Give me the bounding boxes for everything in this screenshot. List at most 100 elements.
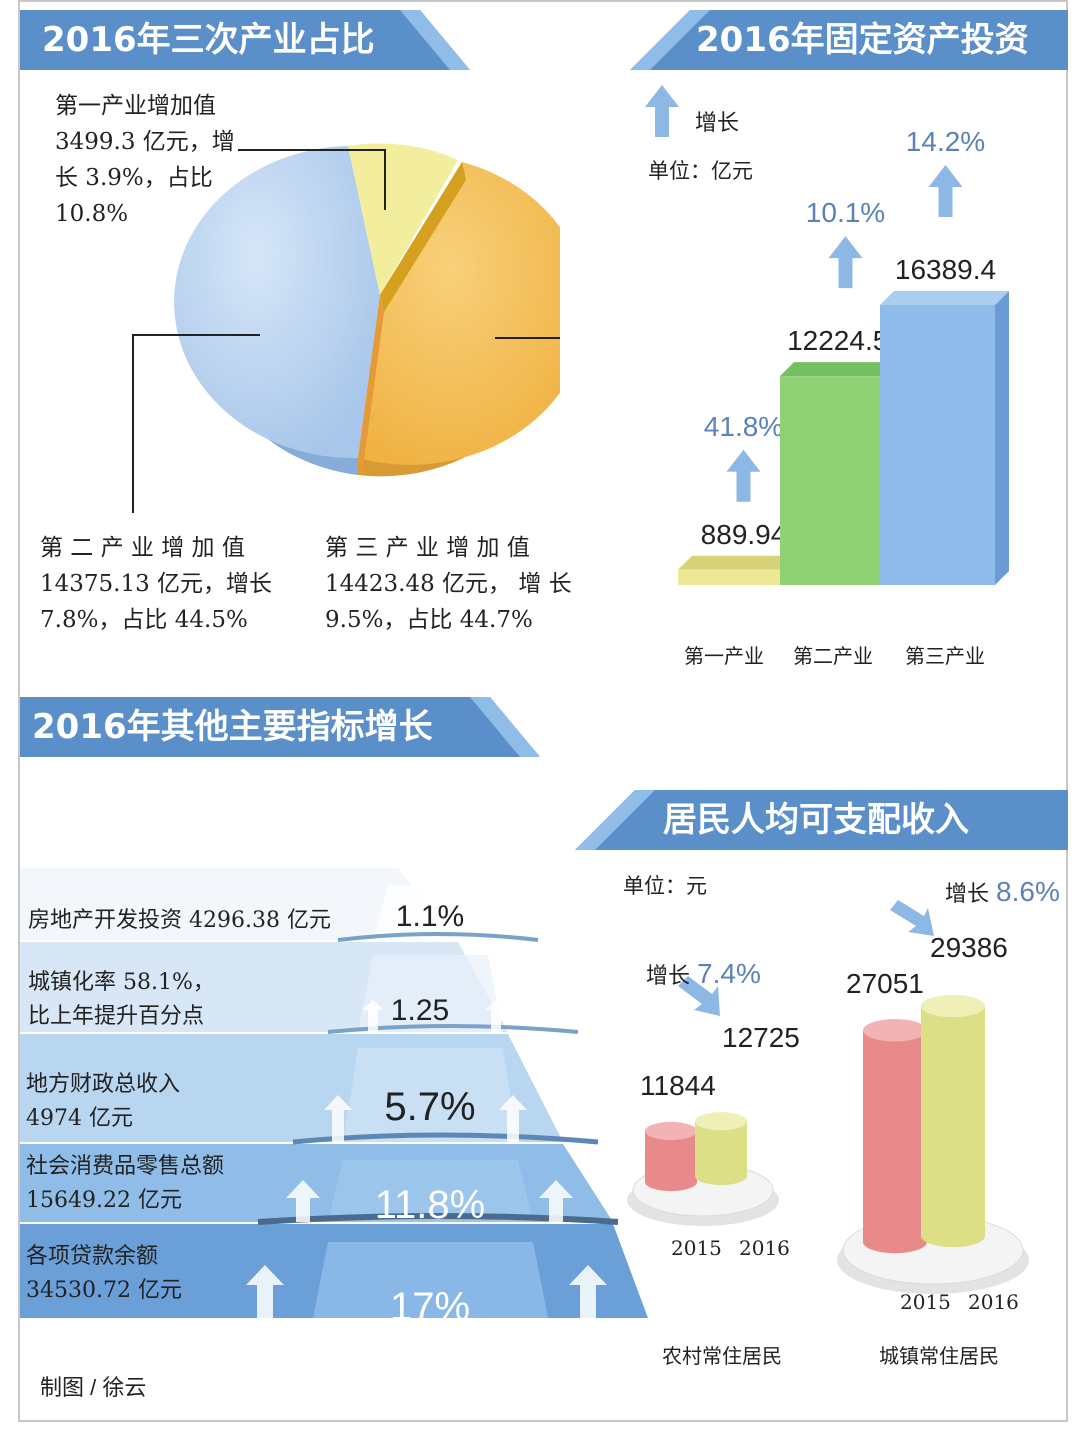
pyramid-face-2 <box>358 955 503 1032</box>
page-frame <box>18 0 1068 1422</box>
pyramid-row-3-label: 地方财政总收入 4974 亿元 <box>26 1068 180 1136</box>
invest-bar-0 <box>678 569 793 585</box>
pyramid-row-3-value: 5.7% <box>384 1085 476 1129</box>
income-cylinder-top-1-1 <box>921 994 985 1018</box>
pyramid-ridge-2 <box>327 1024 579 1034</box>
pyramid-face-3 <box>343 1048 518 1142</box>
pie-leader-secondary <box>132 334 260 513</box>
pyramid-ridge-1 <box>337 932 539 942</box>
invest-bar-top-2 <box>880 291 1009 305</box>
income-cylinder-1-0 <box>863 1030 927 1242</box>
pie-label-primary-growth: 长 3.9%，占比 <box>55 165 213 191</box>
income-cylinder-base-0-1 <box>695 1166 747 1186</box>
pyramid-arrow-icon <box>499 1095 527 1142</box>
pie-slice-tertiary-edge <box>380 162 466 312</box>
pie-slice-tertiary-cut <box>358 295 384 475</box>
income-section-title: 居民人均可支配收入 <box>663 800 969 840</box>
growth-legend-arrow-icon <box>645 85 679 137</box>
rural-growth-label: 增长 7.4% <box>646 958 761 990</box>
pie-section-banner: 2016年三次产业占比 <box>20 10 470 70</box>
pie-label-secondary-value: 14375.13 亿元，增长 <box>40 571 273 597</box>
pyramid-row-4-subtext: 15649.22 亿元 <box>26 1188 182 1213</box>
pie-label-secondary-share: 7.8%，占比 44.5% <box>40 607 248 633</box>
income-cylinder-0-1 <box>695 1121 747 1176</box>
pyramid-section-banner: 2016年其他主要指标增长 <box>20 697 540 757</box>
pie-label-primary-title: 第一产业增加值 <box>55 93 216 119</box>
invest-bar-top-1 <box>780 362 909 377</box>
pyramid-row-3-subtext: 4974 亿元 <box>26 1106 133 1131</box>
pie-label-tertiary-share: 9.5%，占比 44.7% <box>325 607 533 633</box>
income-cylinder-1-1 <box>921 1006 985 1236</box>
income-cylinder-base-1-0 <box>863 1230 927 1254</box>
credit-label: 制图 / 徐云 <box>40 1375 147 1400</box>
rural-growth-word: 增长 <box>646 964 691 989</box>
rural-year-2016: 2016 <box>739 1236 790 1260</box>
income-unit: 单位：元 <box>623 874 707 898</box>
urban-growth-value: 8.6% <box>996 876 1060 907</box>
rural-growth-value: 7.4% <box>697 958 761 989</box>
pyramid-row-5-subtext: 34530.72 亿元 <box>26 1278 182 1303</box>
urban-2016-value: 29386 <box>930 932 1008 963</box>
pie-label-primary: 第一产业增加值 3499.3 亿元，增 长 3.9%，占比 10.8% <box>55 88 235 232</box>
invest-bar-top-0 <box>678 555 807 570</box>
pyramid-row-4-text: 社会消费品零售总额 <box>26 1154 225 1179</box>
pyramid-row-4-value: 11.8% <box>374 1183 486 1227</box>
invest-growth-label-1: 10.1% <box>806 197 885 228</box>
pyramid-section-title: 2016年其他主要指标增长 <box>32 707 433 747</box>
income-cylinder-base-1-1 <box>921 1224 985 1248</box>
invest-growth-arrow-icon-1 <box>828 236 863 289</box>
invest-unit: 单位：亿元 <box>648 159 753 183</box>
indicator-pyramid <box>20 868 648 1318</box>
pyramid-arrow-icon <box>485 1000 507 1032</box>
rural-2015-value: 11844 <box>640 1070 716 1101</box>
invest-category-secondary: 第二产业 <box>793 644 873 668</box>
income-section-banner: 居民人均可支配收入 <box>575 790 1068 850</box>
pie-leader-tertiary <box>495 337 560 339</box>
urban-growth-label: 增长 8.6% <box>945 876 1060 908</box>
invest-bar-1 <box>780 376 895 585</box>
pie-slice-tertiary <box>358 162 560 465</box>
invest-bar-2 <box>880 305 995 585</box>
pyramid-ridge-3 <box>292 1132 599 1145</box>
pyramid-row-5-text: 各项贷款余额 <box>26 1244 159 1269</box>
income-cylinder-top-0-1 <box>695 1112 747 1131</box>
pyramid-row-2-subtext: 比上年提升百分点 <box>28 1004 205 1029</box>
pyramid-arrow-icon <box>569 1265 607 1318</box>
pyramid-arrow-icon <box>324 1095 352 1142</box>
pie-label-secondary-title: 第 二 产 业 增 加 值 <box>40 535 245 561</box>
pie-label-primary-share: 10.8% <box>55 201 129 227</box>
invest-section-banner: 2016年固定资产投资 <box>630 10 1068 70</box>
pie-label-primary-value: 3499.3 亿元，增 <box>55 129 235 155</box>
pyramid-row-2-value: 1.25 <box>390 994 450 1027</box>
income-cylinder-chart <box>627 900 1029 1294</box>
pyramid-row-1-label: 房地产开发投资 4296.38 亿元 <box>28 902 331 934</box>
invest-section-title: 2016年固定资产投资 <box>696 20 1029 60</box>
pie-slice-secondary <box>174 146 380 459</box>
pie-label-tertiary-title: 第 三 产 业 增 加 值 <box>325 535 530 561</box>
invest-bar-side-2 <box>995 291 1009 585</box>
pyramid-row-2-label: 城镇化率 58.1%， 比上年提升百分点 <box>28 966 215 1034</box>
pyramid-row-4-label: 社会消费品零售总额 15649.22 亿元 <box>26 1150 224 1218</box>
pie-slice-primary <box>348 143 458 295</box>
urban-growth-word: 增长 <box>945 882 990 907</box>
urban-year-2015: 2015 <box>900 1290 951 1314</box>
pie-leader-primary <box>238 149 386 210</box>
pyramid-arrow-icon <box>246 1265 284 1318</box>
urban-growth-arrow-icon <box>890 900 934 936</box>
pyramid-arrow-icon <box>362 1000 384 1032</box>
pyramid-row-1-text: 房地产开发投资 4296.38 亿元 <box>28 908 331 933</box>
rural-group-label: 农村常住居民 <box>662 1344 782 1368</box>
pyramid-row-2-text: 城镇化率 58.1%， <box>28 970 215 995</box>
income-cylinder-base-0-0 <box>645 1172 697 1192</box>
invest-growth-arrow-icon-0 <box>726 449 761 502</box>
pie-label-tertiary-value: 14423.48 亿元， 增 长 <box>325 571 572 597</box>
rural-year-2015: 2015 <box>671 1236 722 1260</box>
pyramid-arrow-icon <box>539 1180 573 1222</box>
industry-pie-chart <box>132 143 560 513</box>
pyramid-row-3-text: 地方财政总收入 <box>26 1072 181 1097</box>
rural-2016-value: 12725 <box>722 1022 800 1053</box>
pyramid-layer-1 <box>20 868 458 940</box>
rural-growth-arrow-icon <box>678 976 720 1016</box>
income-cylinder-top-0-0 <box>645 1121 697 1141</box>
